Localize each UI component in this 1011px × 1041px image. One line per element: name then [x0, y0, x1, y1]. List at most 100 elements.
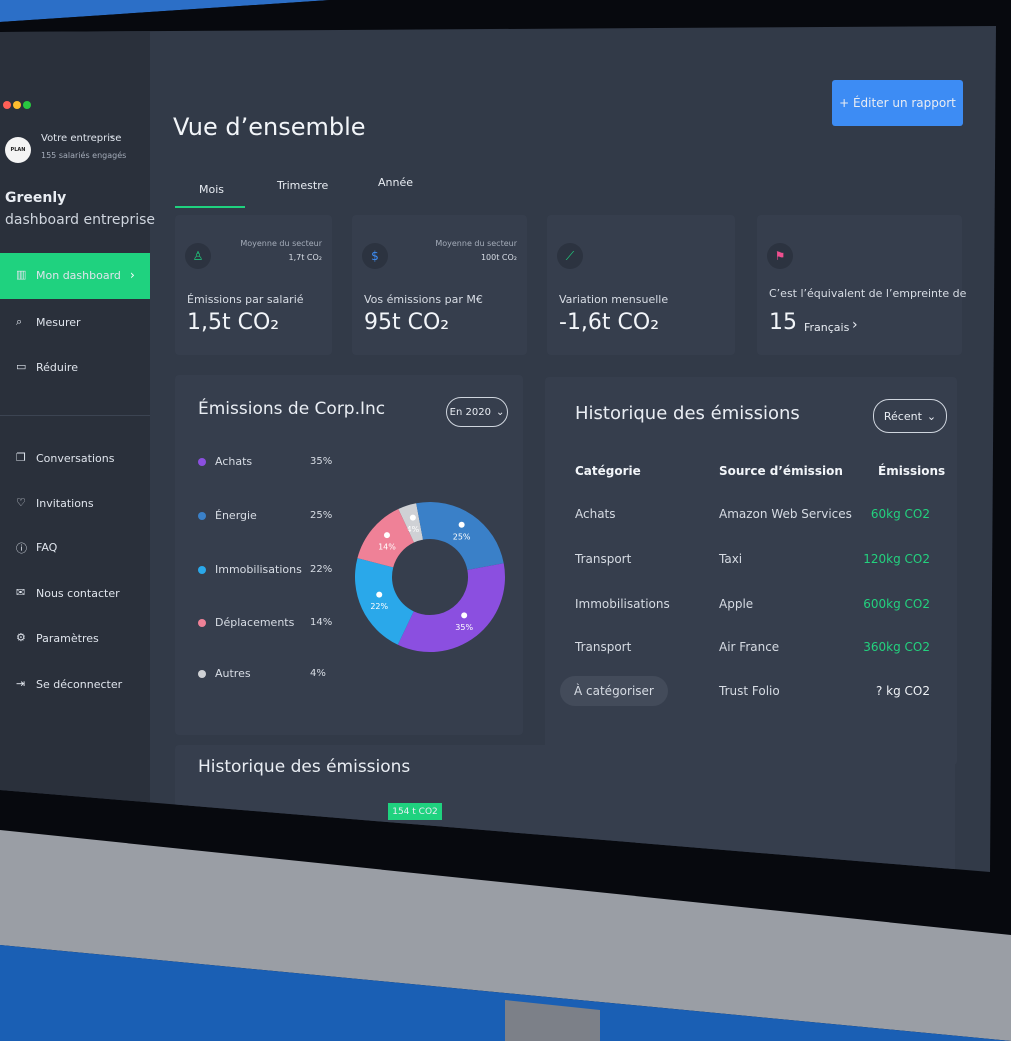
nav-item[interactable]: Invitations: [36, 497, 94, 510]
legend-label: Immobilisations: [215, 563, 302, 576]
nav-item[interactable]: Mon dashboard: [36, 269, 121, 282]
kpi-icon: ♙: [185, 243, 211, 269]
legend-dot: [198, 670, 206, 678]
slice-icon: [458, 521, 465, 528]
slice-label: 35%: [455, 623, 473, 632]
source: Amazon Web Services: [719, 507, 852, 521]
sector-label: Moyenne du secteur: [435, 239, 517, 248]
source: Apple: [719, 597, 754, 611]
nav-item[interactable]: Nous contacter: [36, 587, 120, 600]
kpi-label: Émissions par salarié: [187, 293, 304, 306]
nav-icon[interactable]: ⇥: [16, 677, 26, 690]
kpi-icon: $: [362, 243, 388, 269]
window-minimize[interactable]: [13, 101, 21, 109]
kpi-card: ♙ Moyenne du secteur 1,7t CO₂ Émissions par…: [175, 215, 332, 355]
emissions-card: Émissions de Corp.Inc En 2020 ⌄ Achats 35%…: [175, 375, 523, 735]
tab[interactable]: Année: [378, 176, 414, 189]
category: Immobilisations: [575, 597, 670, 611]
kpi-label: Variation mensuelle: [559, 293, 669, 306]
year-filter[interactable]: En 2020 ⌄: [446, 397, 508, 427]
legend-dot: [198, 619, 206, 627]
slice-label: 4%: [407, 525, 420, 534]
monitor-stand: [505, 1000, 600, 1041]
donut-chart: 4% 25% 35% 22% 14%: [355, 502, 505, 652]
nav-icon[interactable]: ✉: [16, 586, 26, 599]
kpi-value: 95t CO₂: [364, 310, 450, 335]
slice-label: 22%: [370, 602, 388, 611]
divider: [0, 415, 150, 416]
emissions: 360kg CO2: [863, 640, 930, 654]
source: Air France: [719, 640, 780, 654]
card-title: Historique des émissions: [575, 403, 800, 424]
window-maximize[interactable]: [23, 101, 31, 109]
category[interactable]: À catégoriser: [560, 676, 668, 706]
slice-icon: [383, 532, 390, 539]
kpi-icon: ⟋: [557, 243, 583, 269]
nav-item[interactable]: Réduire: [36, 361, 78, 374]
badge-label: 154 t CO2: [392, 806, 438, 817]
kpi-unit[interactable]: Français: [804, 321, 850, 334]
chevron[interactable]: ›: [852, 317, 858, 333]
sector-label: Moyenne du secteur: [240, 239, 322, 248]
nav-item[interactable]: FAQ: [36, 541, 58, 554]
history-card: Historique des émissions Récent ⌄ Catégor…: [545, 377, 957, 765]
nav-item[interactable]: Se déconnecter: [36, 678, 123, 691]
source: Trust Folio: [719, 684, 780, 698]
nav-icon[interactable]: ♡: [16, 496, 26, 509]
filter-label[interactable]: En 2020: [449, 406, 491, 418]
slice-label: 25%: [453, 532, 471, 541]
donut-slice: [357, 509, 414, 568]
monitor-chin: [0, 830, 1011, 1041]
nav-icon[interactable]: ▭: [16, 360, 27, 373]
card-title: Émissions de Corp.Inc: [198, 399, 386, 419]
nav-icon[interactable]: ⓘ: [16, 542, 27, 555]
kpi-label: C’est l’équivalent de l’empreinte de: [769, 287, 967, 300]
legend-value: 14%: [310, 617, 333, 628]
legend-label: Achats: [215, 455, 253, 468]
emissions: 60kg CO2: [870, 507, 930, 521]
caret[interactable]: ⌄: [926, 409, 937, 423]
active-nav-bg: [0, 253, 150, 299]
nav-icon[interactable]: ▥: [16, 268, 27, 281]
company-logo: PLAN: [5, 137, 31, 163]
legend-label: Déplacements: [215, 616, 295, 629]
emissions: 120kg CO2: [863, 552, 930, 566]
slice-label: 14%: [378, 543, 396, 552]
window-close[interactable]: [3, 101, 11, 109]
column-header: Émissions: [878, 464, 946, 478]
category: Transport: [575, 552, 632, 566]
nav-item[interactable]: Conversations: [36, 452, 115, 465]
donut-slice: [397, 563, 505, 652]
sector-value: 1,7t CO₂: [288, 253, 323, 262]
dropdown-caret[interactable]: ⌄: [108, 131, 116, 141]
nav-icon[interactable]: ⌕: [16, 315, 23, 328]
brand: Greenly: [5, 190, 67, 206]
legend-value: 35%: [310, 456, 333, 467]
edit-report-button[interactable]: + Éditer un rapport: [832, 80, 963, 126]
donut-slice: [355, 558, 414, 645]
tab[interactable]: Trimestre: [277, 179, 329, 192]
column-header: Catégorie: [575, 464, 641, 478]
slice-icon: [409, 514, 416, 521]
legend-dot: [198, 512, 206, 520]
nav-icon[interactable]: ⚙: [16, 631, 26, 644]
tab[interactable]: Mois: [199, 183, 225, 196]
nav-item[interactable]: Paramètres: [36, 632, 99, 645]
kpi-value: -1,6t CO₂: [559, 310, 660, 335]
recent-filter[interactable]: Récent ⌄: [873, 399, 947, 433]
company-name[interactable]: Votre entreprise: [41, 133, 122, 144]
nav-icon[interactable]: ❐: [16, 451, 26, 464]
kpi-card: $ Moyenne du secteur 100t CO₂ Vos émissions…: [352, 215, 527, 355]
donut-slice: [416, 502, 504, 571]
card-title: Historique des émissions: [198, 757, 411, 777]
slice-icon: [461, 612, 468, 619]
donut-slice: [398, 503, 424, 543]
caret[interactable]: ⌄: [495, 406, 505, 418]
filter-label[interactable]: Récent: [883, 409, 922, 423]
column-header: Source d’émission: [719, 464, 843, 478]
button-label[interactable]: + Éditer un rapport: [839, 96, 956, 110]
nav-item[interactable]: Mesurer: [36, 316, 81, 329]
